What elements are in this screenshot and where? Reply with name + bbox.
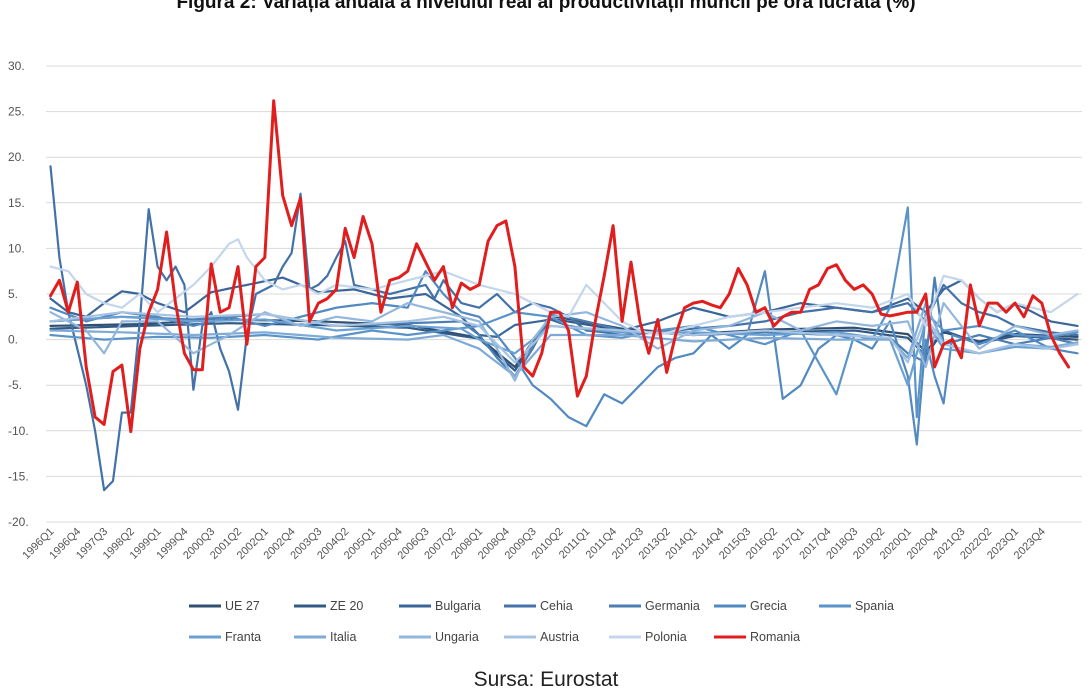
legend-label-cehia: Cehia [540,599,573,613]
source-note: Sursa: Eurostat [473,668,619,691]
series-line-germania [49,276,1079,378]
y-tick-label: -5. [8,378,22,392]
series-lines [49,99,1079,492]
legend-label-grecia: Grecia [750,599,787,613]
legend: UE 27 ZE 20 Bulgaria Cehia Germania Grecia Spa… [189,599,894,644]
y-tick-label: 20. [8,150,25,164]
legend-label-ze-20: ZE 20 [330,599,363,613]
y-tick-label: 10. [8,241,25,255]
y-tick-label: 0. [8,333,18,347]
legend-label-austria: Austria [540,630,579,644]
legend-label-romania: Romania [750,630,800,644]
series-line-grecia [49,270,1079,446]
y-tick-label: 5. [8,287,18,301]
series-line-polonia [49,238,1079,337]
series-line-romania [49,99,1071,434]
legend-label-italia: Italia [330,630,356,644]
y-tick-label: 15. [8,196,25,210]
y-tick-label: -15. [8,469,29,483]
y-tick-label: 30. [8,59,25,73]
y-axis-ticks: 30. 25. 20. 15. 10. 5. 0. -5. -10. -15. -20. [8,59,29,529]
legend-label-ue-27: UE 27 [225,599,260,613]
y-tick-label: -20. [8,515,29,529]
legend-label-bulgaria: Bulgaria [435,599,481,613]
legend-label-polonia: Polonia [645,630,687,644]
legend-label-ungaria: Ungaria [435,630,479,644]
y-tick-label: -10. [8,424,29,438]
chart-title: Figura 2: Variația anuală a nivelului re… [176,0,916,13]
y-tick-label: 25. [8,105,25,119]
series-line-austria [49,311,1079,364]
legend-label-germania: Germania [645,599,700,613]
legend-label-franta: Franta [225,630,261,644]
legend-label-spania: Spania [855,599,894,613]
x-axis-ticks: 1996Q11996Q41997Q31998Q21999Q11999Q42000… [20,526,1048,562]
series-line-italia [49,302,1079,378]
